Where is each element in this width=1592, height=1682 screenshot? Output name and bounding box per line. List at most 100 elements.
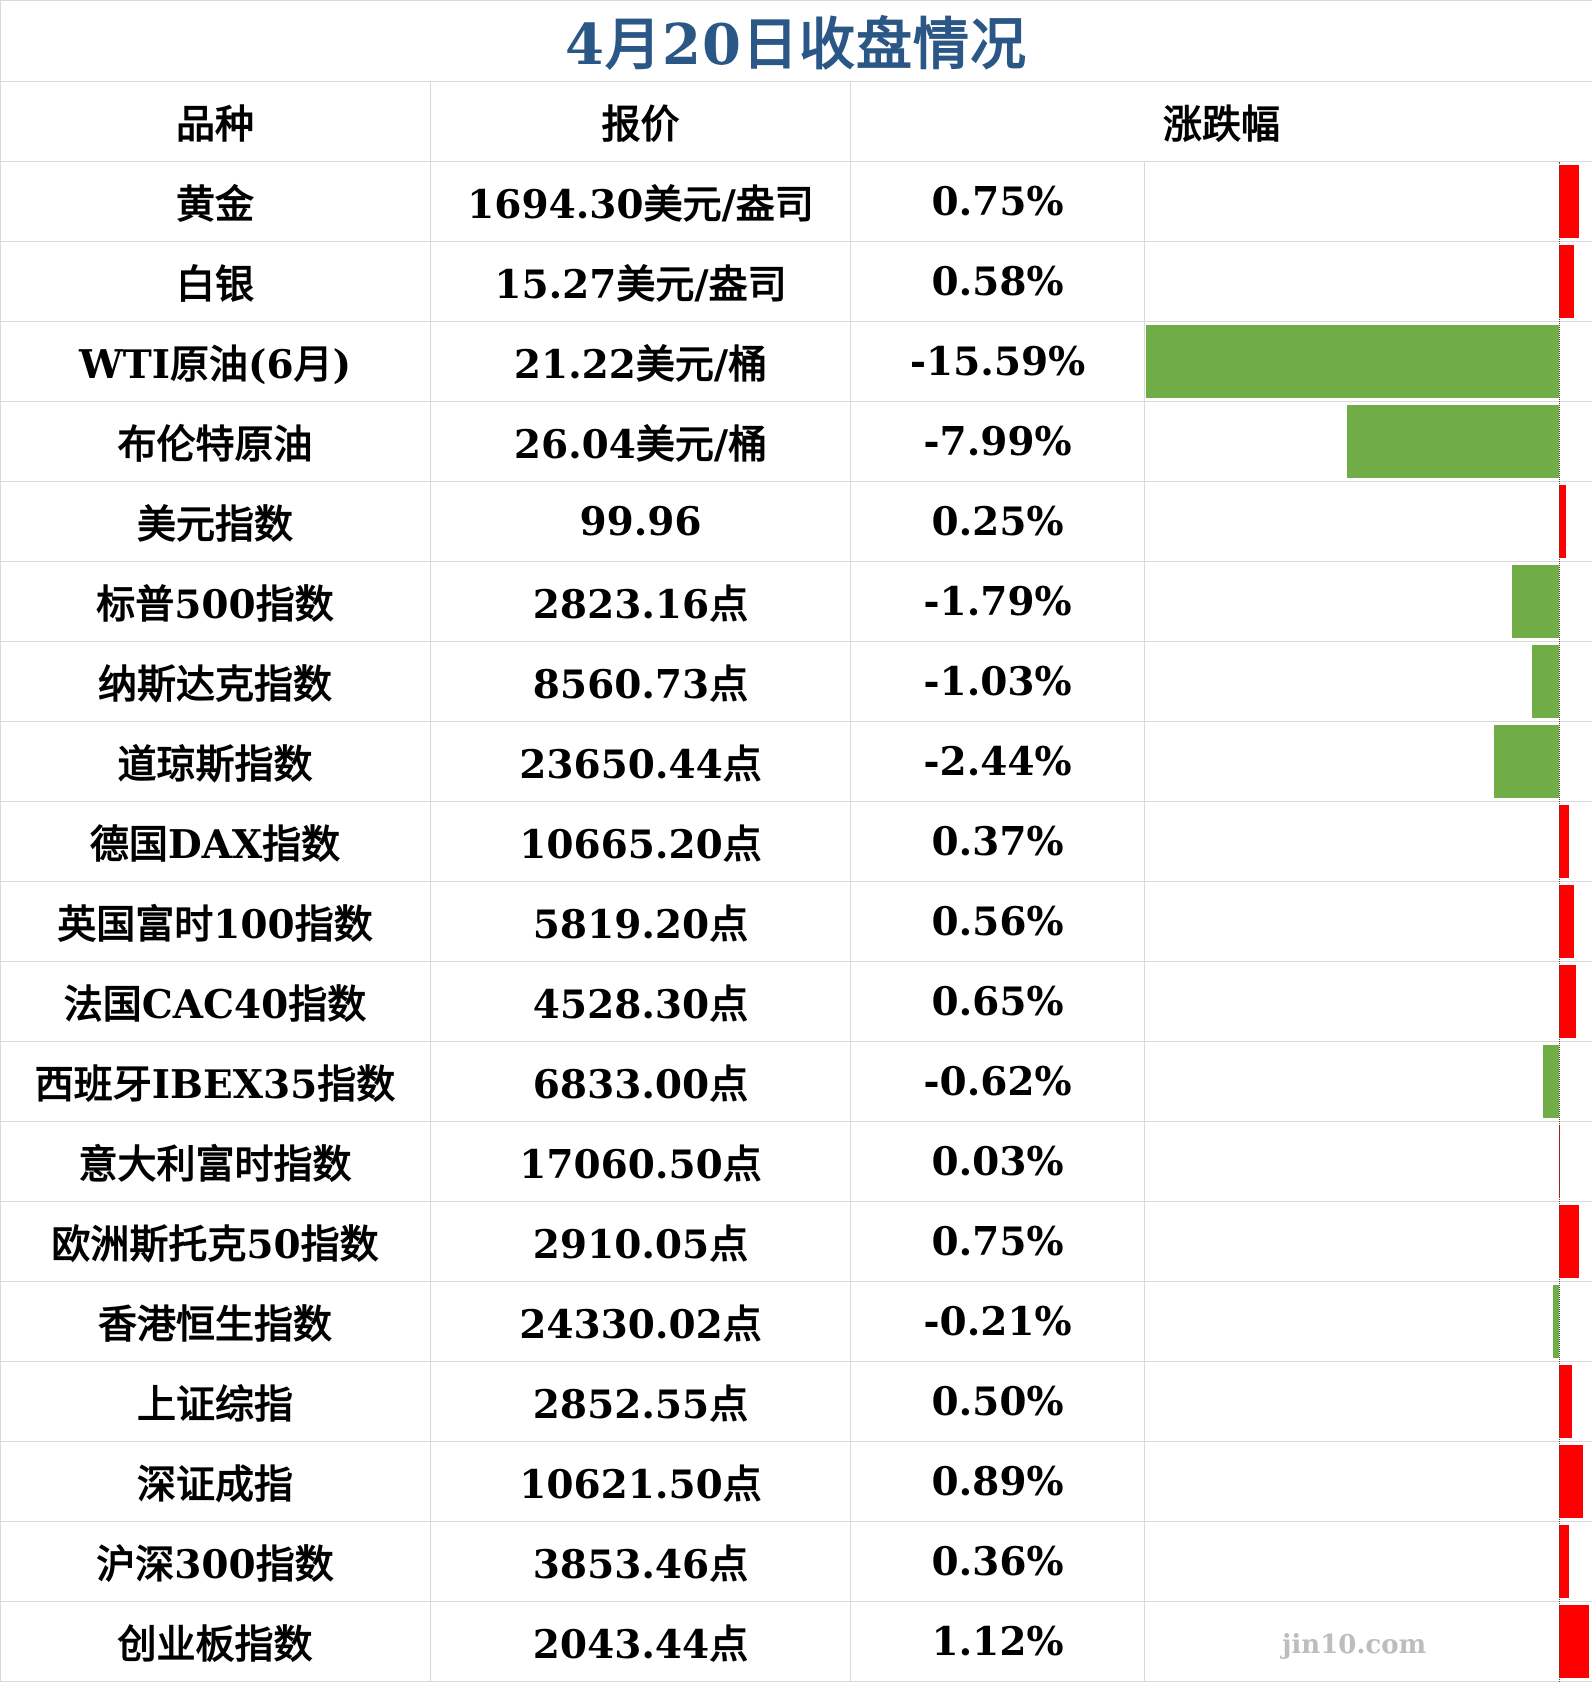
change-bar-cell	[1145, 962, 1592, 1041]
zero-axis-line	[1559, 162, 1560, 1682]
change-bar-cell	[1145, 242, 1592, 321]
bar-positive	[1559, 805, 1569, 878]
row-price: 21.22美元/桶	[431, 322, 851, 401]
row-change: -1.03%	[851, 642, 1145, 721]
row-change: 0.50%	[851, 1362, 1145, 1441]
table-row: 英国富时100指数 5819.20点 0.56%	[0, 882, 1592, 962]
row-change: -15.59%	[851, 322, 1145, 401]
change-bar-cell	[1145, 1042, 1592, 1121]
row-change: -2.44%	[851, 722, 1145, 801]
row-price: 2910.05点	[431, 1202, 851, 1281]
row-name: 欧洲斯托克50指数	[0, 1202, 431, 1281]
bar-positive	[1559, 245, 1575, 318]
row-price: 10621.50点	[431, 1442, 851, 1521]
bar-negative	[1494, 725, 1559, 798]
table-row: 黄金 1694.30美元/盎司 0.75%	[0, 162, 1592, 242]
row-change: 0.89%	[851, 1442, 1145, 1521]
row-name: WTI原油(6月)	[0, 322, 431, 401]
change-bar-cell	[1145, 802, 1592, 881]
row-name: 白银	[0, 242, 431, 321]
row-price: 2823.16点	[431, 562, 851, 641]
change-bar-cell	[1145, 1122, 1592, 1201]
row-price: 2852.55点	[431, 1362, 851, 1441]
table-row: 标普500指数 2823.16点 -1.79%	[0, 562, 1592, 642]
header-price: 报价	[431, 82, 851, 161]
table-row: 白银 15.27美元/盎司 0.58%	[0, 242, 1592, 322]
change-bar-cell	[1145, 882, 1592, 961]
row-name: 沪深300指数	[0, 1522, 431, 1601]
header-row: 品种 报价 涨跌幅	[0, 82, 1592, 162]
bar-negative	[1511, 565, 1559, 638]
row-change: 0.25%	[851, 482, 1145, 561]
table-row: 香港恒生指数 24330.02点 -0.21%	[0, 1282, 1592, 1362]
change-bar-cell	[1145, 322, 1592, 401]
table-row: 创业板指数 2043.44点 1.12%	[0, 1602, 1592, 1682]
bar-positive	[1559, 885, 1574, 958]
table-row: WTI原油(6月) 21.22美元/桶 -15.59%	[0, 322, 1592, 402]
table-row: 西班牙IBEX35指数 6833.00点 -0.62%	[0, 1042, 1592, 1122]
bar-positive	[1559, 165, 1579, 238]
bar-positive	[1559, 1205, 1579, 1278]
row-price: 24330.02点	[431, 1282, 851, 1361]
row-change: 0.36%	[851, 1522, 1145, 1601]
bar-positive	[1559, 965, 1577, 1038]
table-row: 欧洲斯托克50指数 2910.05点 0.75%	[0, 1202, 1592, 1282]
change-bar-cell	[1145, 1522, 1592, 1601]
row-name: 创业板指数	[0, 1602, 431, 1681]
row-change: -1.79%	[851, 562, 1145, 641]
row-change: 0.37%	[851, 802, 1145, 881]
table-row: 德国DAX指数 10665.20点 0.37%	[0, 802, 1592, 882]
row-change: 0.58%	[851, 242, 1145, 321]
row-name: 道琼斯指数	[0, 722, 431, 801]
table-row: 意大利富时指数 17060.50点 0.03%	[0, 1122, 1592, 1202]
row-name: 德国DAX指数	[0, 802, 431, 881]
row-price: 3853.46点	[431, 1522, 851, 1601]
row-change: -0.21%	[851, 1282, 1145, 1361]
row-price: 26.04美元/桶	[431, 402, 851, 481]
table-row: 道琼斯指数 23650.44点 -2.44%	[0, 722, 1592, 802]
table-row: 深证成指 10621.50点 0.89%	[0, 1442, 1592, 1522]
row-name: 香港恒生指数	[0, 1282, 431, 1361]
row-change: -7.99%	[851, 402, 1145, 481]
row-name: 布伦特原油	[0, 402, 431, 481]
change-bar-cell	[1145, 562, 1592, 641]
row-name: 深证成指	[0, 1442, 431, 1521]
row-name: 上证综指	[0, 1362, 431, 1441]
row-name: 法国CAC40指数	[0, 962, 431, 1041]
row-name: 黄金	[0, 162, 431, 241]
change-bar-cell	[1145, 1362, 1592, 1441]
change-bar-cell	[1145, 402, 1592, 481]
table-row: 上证综指 2852.55点 0.50%	[0, 1362, 1592, 1442]
row-name: 标普500指数	[0, 562, 431, 641]
row-name: 纳斯达克指数	[0, 642, 431, 721]
row-change: 1.12%	[851, 1602, 1145, 1681]
row-price: 6833.00点	[431, 1042, 851, 1121]
bar-negative	[1542, 1045, 1559, 1118]
bar-positive	[1559, 1445, 1583, 1518]
change-bar-cell	[1145, 1442, 1592, 1521]
row-price: 15.27美元/盎司	[431, 242, 851, 321]
bar-positive	[1559, 1365, 1573, 1438]
change-bar-cell	[1145, 162, 1592, 241]
bar-negative	[1347, 405, 1559, 478]
table-row: 布伦特原油 26.04美元/桶 -7.99%	[0, 402, 1592, 482]
row-change: 0.65%	[851, 962, 1145, 1041]
change-bar-cell	[1145, 1282, 1592, 1361]
table-row: 美元指数 99.96 0.25%	[0, 482, 1592, 562]
bar-positive	[1559, 1525, 1569, 1598]
header-change: 涨跌幅	[1162, 101, 1280, 148]
change-bar-cell	[1145, 1602, 1592, 1681]
row-change: -0.62%	[851, 1042, 1145, 1121]
header-name: 品种	[0, 82, 431, 161]
row-name: 英国富时100指数	[0, 882, 431, 961]
bar-positive	[1559, 485, 1566, 558]
change-bar-cell	[1145, 1202, 1592, 1281]
bar-negative	[1553, 1285, 1559, 1358]
watermark: jin10.com	[1282, 1630, 1427, 1660]
change-bar-cell	[1145, 722, 1592, 801]
page-title: 4月20日收盘情况	[0, 0, 1592, 82]
change-bar-cell	[1145, 642, 1592, 721]
row-change: 0.75%	[851, 162, 1145, 241]
bar-positive	[1559, 1605, 1589, 1678]
